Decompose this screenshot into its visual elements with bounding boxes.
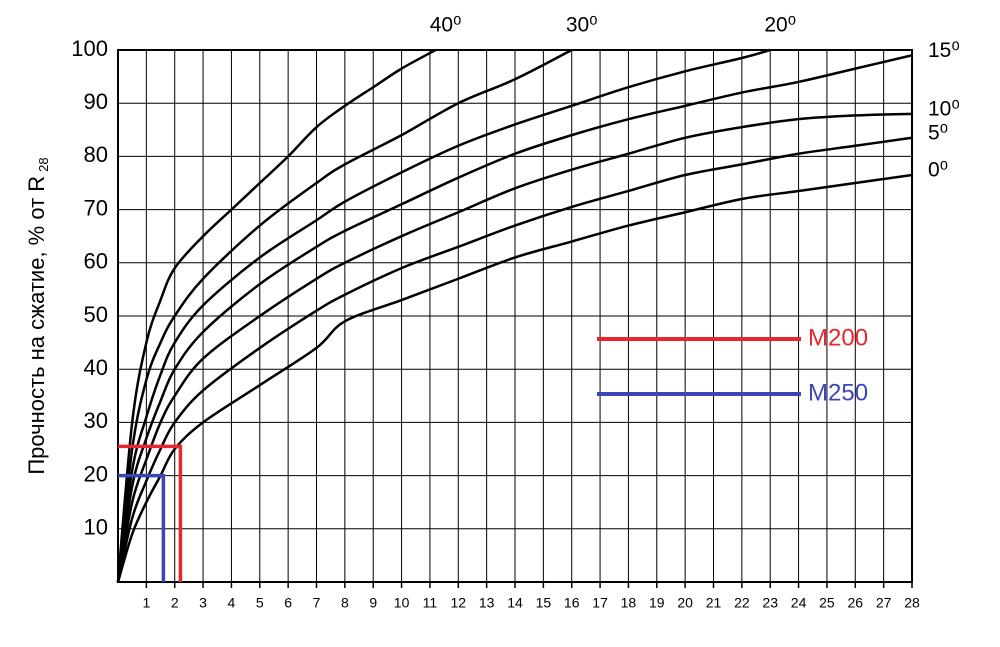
x-tick-label: 18 bbox=[621, 595, 637, 611]
y-tick-label: 10 bbox=[84, 515, 108, 540]
x-tick-label: 1 bbox=[142, 595, 150, 611]
x-tick-label: 6 bbox=[284, 595, 292, 611]
x-tick-label: 9 bbox=[369, 595, 377, 611]
y-tick-label: 80 bbox=[84, 142, 108, 167]
x-tick-label: 7 bbox=[313, 595, 321, 611]
curve-label: 10⁰ bbox=[928, 97, 960, 120]
x-tick-label: 16 bbox=[564, 595, 580, 611]
y-tick-label: 50 bbox=[84, 302, 108, 327]
y-tick-label: 40 bbox=[84, 355, 108, 380]
series-line bbox=[116, 54, 913, 583]
y-tick-label: 70 bbox=[84, 195, 108, 220]
curve-label: 30⁰ bbox=[566, 14, 598, 37]
y-tick-label: 90 bbox=[84, 89, 108, 114]
x-tick-label: 8 bbox=[341, 595, 349, 611]
x-tick-label: 26 bbox=[847, 595, 863, 611]
curve-label: 0⁰ bbox=[928, 159, 948, 182]
x-tick-label: 5 bbox=[256, 595, 264, 611]
x-tick-label: 12 bbox=[450, 595, 466, 611]
x-tick-label: 21 bbox=[706, 595, 722, 611]
x-tick-label: 15 bbox=[536, 595, 552, 611]
x-tick-label: 17 bbox=[592, 595, 608, 611]
legend-label: M200 bbox=[808, 324, 868, 351]
x-tick-label: 27 bbox=[876, 595, 892, 611]
series-line bbox=[118, 473, 166, 582]
x-tick-label: 25 bbox=[819, 595, 835, 611]
curve-label: 20⁰ bbox=[764, 14, 796, 37]
x-tick-label: 23 bbox=[762, 595, 778, 611]
x-tick-label: 2 bbox=[171, 595, 179, 611]
y-tick-label: 30 bbox=[84, 408, 108, 433]
series-line bbox=[116, 48, 771, 583]
x-tick-label: 4 bbox=[228, 595, 236, 611]
y-tick-label: 20 bbox=[84, 461, 108, 486]
series-line bbox=[116, 48, 573, 583]
series-line bbox=[116, 112, 913, 583]
curve-label: 40⁰ bbox=[430, 14, 462, 37]
x-tick-label: 13 bbox=[479, 595, 495, 611]
y-axis-label-main: Прочность на сжатие, % от R bbox=[24, 176, 49, 475]
y-tick-label: 60 bbox=[84, 249, 108, 274]
x-tick-label: 11 bbox=[423, 595, 438, 611]
x-tick-label: 3 bbox=[199, 595, 207, 611]
x-tick-label: 22 bbox=[734, 595, 750, 611]
x-tick-label: 28 bbox=[904, 595, 920, 611]
x-tick-label: 20 bbox=[677, 595, 693, 611]
curve-label: 5⁰ bbox=[928, 121, 948, 144]
curve-label: 15⁰ bbox=[928, 39, 960, 62]
y-axis-label-sub: 28 bbox=[36, 157, 51, 171]
plot-frame bbox=[117, 49, 913, 583]
x-tick-label: 19 bbox=[649, 595, 665, 611]
y-axis-label: Прочность на сжатие, % от R 28 bbox=[24, 157, 52, 474]
series-line bbox=[116, 136, 913, 583]
x-tick-label: 24 bbox=[791, 595, 807, 611]
legend-label: M250 bbox=[808, 379, 868, 406]
x-tick-label: 10 bbox=[394, 595, 410, 611]
y-tick-label: 100 bbox=[71, 36, 108, 61]
series-line bbox=[118, 444, 183, 582]
series-line bbox=[116, 48, 437, 583]
x-tick-label: 14 bbox=[507, 595, 523, 611]
